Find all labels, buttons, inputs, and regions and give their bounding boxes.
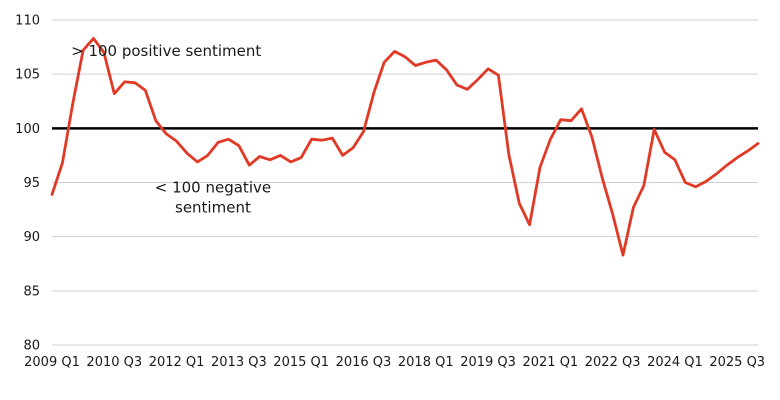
y-tick-label: 80 — [23, 339, 40, 354]
y-axis-tick-labels: 80 85 90 95 100 105 110 — [15, 14, 40, 354]
x-tick-label: 2012 Q1 — [149, 355, 205, 370]
series-lines — [50, 37, 760, 257]
y-tick-label: 85 — [23, 284, 40, 299]
x-tick-label: 2019 Q3 — [460, 355, 516, 370]
y-tick-label: 100 — [15, 122, 40, 137]
y-tick-label: 105 — [15, 68, 40, 83]
annotation-text: sentiment — [175, 198, 251, 216]
annotations: > 100 positive sentiment < 100 negative se… — [71, 42, 271, 217]
series-line — [50, 37, 760, 257]
x-tick-label: 2025 Q3 — [709, 355, 765, 370]
x-axis-tick-labels: 2009 Q1 2010 Q3 2012 Q1 2013 Q3 2015 Q1 2016 … — [24, 355, 765, 370]
y-tick-label: 110 — [15, 14, 40, 29]
x-tick-label: 2024 Q1 — [647, 355, 703, 370]
x-tick-label: 2022 Q3 — [585, 355, 641, 370]
annotation-text: < 100 negative — [155, 178, 271, 196]
x-tick-label: 2016 Q3 — [336, 355, 392, 370]
y-tick-label: 90 — [23, 230, 40, 245]
y-tick-label: 95 — [23, 176, 40, 191]
x-tick-label: 2013 Q3 — [211, 355, 267, 370]
x-tick-label: 2021 Q1 — [522, 355, 578, 370]
x-tick-label: 2015 Q1 — [273, 355, 329, 370]
annotation-text: > 100 positive sentiment — [71, 42, 261, 60]
x-tick-label: 2010 Q3 — [86, 355, 142, 370]
x-tick-label: 2009 Q1 — [24, 355, 80, 370]
x-tick-label: 2018 Q1 — [398, 355, 454, 370]
